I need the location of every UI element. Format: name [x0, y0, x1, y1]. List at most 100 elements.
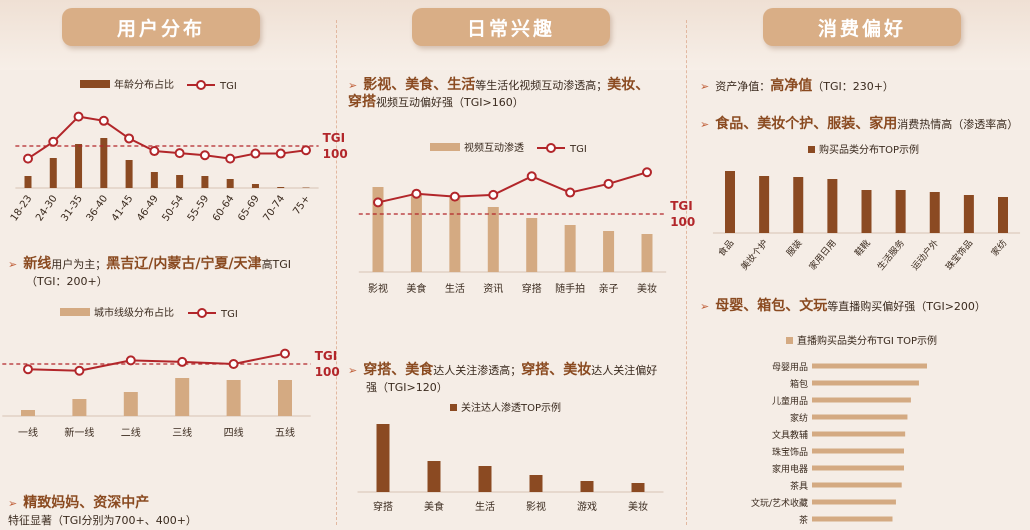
live-bar [812, 482, 902, 488]
kol-legend-swatch [450, 404, 457, 411]
buy-bar [827, 179, 838, 233]
city-bar [21, 410, 35, 416]
age-tick-label: 75+ [291, 193, 312, 217]
video-tick-label: 美食 [406, 282, 426, 295]
buy-tick-label: 生活服务 [875, 237, 907, 272]
video-legend-label: 视频互动渗透 [464, 141, 524, 154]
age-bar [226, 179, 234, 188]
arrow-icon: ➢ [700, 300, 710, 313]
video-tgi-point [526, 171, 537, 182]
live-bar [812, 448, 904, 454]
interest-bullet-kol: ➢ 穿搭、美食达人关注渗透高；穿搭、美妆达人关注偏好 强（TGI>120） [348, 362, 683, 396]
age-bar [150, 172, 158, 188]
kol-tick-label: 影视 [526, 500, 546, 513]
age-bar [100, 138, 108, 188]
city-tgi-point [23, 364, 33, 375]
city-tick-label: 一线 [18, 426, 38, 439]
kol-bar [427, 461, 441, 492]
city-bar [123, 392, 138, 416]
column-divider-left [336, 20, 337, 525]
video-legend-label: TGI [569, 144, 587, 155]
age-tick-label: 41-45 [110, 193, 136, 223]
buy-bar [861, 190, 872, 233]
buy-bar [793, 177, 804, 233]
city-tick-label: 四线 [224, 426, 244, 439]
buy-bar [759, 176, 770, 233]
video-tgi-point [411, 188, 422, 199]
age-bar [277, 187, 285, 188]
age-legend-swatch [80, 80, 110, 88]
user-bullet-persona: ➢ 精致妈妈、资深中产特征显著（TGI分别为700+、400+） [8, 495, 338, 529]
bullet-text: 资产净值： [715, 80, 771, 93]
video-tgi-line [377, 171, 648, 204]
age-tgi-point [48, 136, 59, 147]
video-tick-label: 穿搭 [522, 282, 542, 295]
bullet-highlight: 精致妈妈、资深中产 [23, 495, 150, 511]
video-bar [564, 225, 576, 272]
bullet-highlight: 新线 [23, 256, 52, 272]
arrow-icon: ➢ [348, 79, 358, 92]
age-tgi-point [225, 153, 236, 164]
arrow-icon: ➢ [8, 258, 18, 271]
buy-tick-label: 珠宝饰品 [943, 237, 975, 272]
age-tgi-point [301, 145, 311, 156]
buy-tick-label: 食品 [716, 237, 737, 259]
live-category-label: 家用电器 [772, 463, 808, 475]
age-tick-label: 46-49 [135, 193, 161, 223]
bullet-highlight: 黑吉辽/内蒙古/宁夏/天津 [106, 256, 262, 272]
age-bar [125, 160, 133, 188]
kol-bar [478, 466, 492, 492]
interest-bullet-video: ➢ 影视、美食、生活等生活化视频互动渗透高；美妆、 穿搭视频互动偏好强（TGI>1… [348, 77, 678, 111]
video-bar [487, 207, 499, 272]
city-legend-label: TGI [220, 309, 238, 320]
video-tgi-point [373, 197, 383, 208]
video-bar [372, 187, 384, 272]
video-bar [526, 218, 538, 272]
age-bar [24, 176, 32, 188]
age-tgi-line [27, 115, 307, 160]
live-bar [812, 516, 893, 522]
bullet-highlight: 美妆、 [607, 77, 650, 93]
buy-tick-label: 鞋靴 [852, 237, 873, 259]
kol-tick-label: 生活 [475, 500, 495, 513]
city-bar [175, 378, 190, 416]
bullet-text: 等生活化视频互动渗透高； [475, 79, 608, 92]
buy-legend-swatch [808, 146, 815, 153]
city-bar [226, 380, 241, 416]
kol-tick-label: 游戏 [577, 500, 597, 513]
live-legend-swatch [786, 337, 793, 344]
video-legend-swatch [430, 143, 460, 151]
kol-bar [376, 424, 390, 492]
age-tick-label: 24-30 [34, 193, 60, 223]
buy-tick-label: 家纺 [989, 237, 1010, 259]
consume-bullet-asset: ➢ 资产净值：高净值（TGI：230+） [700, 78, 1025, 95]
city-legend-label: 城市线级分布占比 [94, 306, 174, 319]
bullet-text: 等直播购买偏好强（TGI>200） [827, 300, 986, 313]
video-tick-label: 亲子 [599, 282, 619, 295]
live-bar [812, 465, 904, 471]
video-bar [449, 195, 461, 272]
live-bar [812, 499, 896, 505]
arrow-icon: ➢ [700, 118, 710, 131]
header-daily-interest: 日常兴趣 [412, 8, 610, 46]
bullet-highlight: 母婴、箱包、文玩 [715, 298, 828, 314]
bullet-text: 用户为主； [51, 258, 107, 271]
buy-legend-label: 购买品类分布TOP示例 [819, 143, 919, 156]
buy-bar [998, 197, 1008, 233]
live-category-label: 文玩/艺术收藏 [751, 497, 808, 509]
video-tick-label: 美妆 [637, 282, 657, 295]
bullet-text: （TGI：230+） [812, 80, 894, 93]
age-tick-label: 60-64 [211, 193, 237, 223]
bullet-highlight: 穿搭、美食 [363, 362, 434, 378]
live-bar [812, 363, 927, 369]
bullet-text: 达人关注渗透高； [433, 364, 522, 377]
age-tgi-point [73, 111, 84, 122]
age-tgi-point [199, 150, 210, 161]
bullet-highlight: 影视、美食、生活 [363, 77, 476, 93]
video-tick-label: 影视 [368, 282, 388, 295]
city-tgi-point [228, 359, 239, 369]
bullet-text: 达人关注偏好 [591, 364, 658, 377]
city-tick-label: 五线 [275, 426, 295, 439]
bullet-highlight: 穿搭、美妆 [521, 362, 592, 378]
kol-legend-label: 关注达人渗透TOP示例 [461, 401, 561, 414]
